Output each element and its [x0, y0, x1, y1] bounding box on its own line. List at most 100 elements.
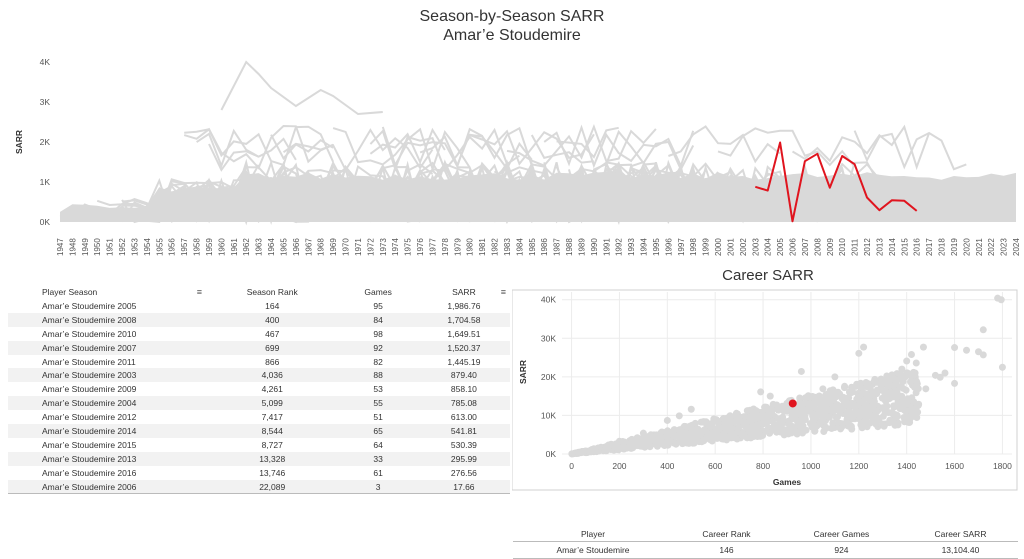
cell-player: Amar’e Stoudemire: [513, 541, 673, 559]
cell-career-games: 924: [779, 541, 903, 559]
x-tick-label: 1987: [553, 238, 562, 256]
scatter-point: [722, 419, 730, 427]
season-table-header: Player Season ≡ Season Rank Games SARR ≡: [8, 285, 510, 299]
scatter-point: [683, 424, 691, 432]
x-tick-label: 1999: [702, 238, 711, 256]
cell-games: 88: [338, 368, 418, 383]
table-row[interactable]: Amar’e Stoudemire 2016 13,746 61 276.56: [8, 466, 510, 480]
table-row[interactable]: Amar’e Stoudemire 2014 8,544 65 541.81: [8, 424, 510, 438]
x-tick-label: 1974: [391, 238, 400, 256]
table-row[interactable]: Amar’e Stoudemire 2003 4,036 88 879.40: [8, 368, 510, 383]
cell-sarr: 1,649.51: [447, 328, 481, 339]
table-row[interactable]: Amar’e Stoudemire 2012 7,417 51 613.00: [8, 410, 510, 424]
scatter-point: [743, 434, 751, 442]
background-series-line: [668, 125, 781, 164]
x-tick-label: 1964: [267, 238, 276, 256]
col-header-player[interactable]: Player: [513, 526, 673, 542]
x-tick-label: 1982: [491, 238, 500, 256]
cell-player-season: Amar’e Stoudemire 2006: [8, 479, 206, 495]
x-tick-label: 1985: [528, 238, 537, 256]
x-tick-label: 1973: [379, 238, 388, 256]
table-row[interactable]: Amar’e Stoudemire 2011 866 82 1,445.19: [8, 355, 510, 369]
x-tick-label: 1996: [664, 238, 673, 256]
x-tick-label: 400: [660, 461, 674, 471]
cell-games: 3: [338, 479, 418, 495]
scatter-point: [997, 296, 1005, 304]
x-tick-label: 200: [612, 461, 626, 471]
scatter-point: [893, 388, 901, 396]
x-tick-label: 1983: [503, 238, 512, 256]
x-tick-label: 0: [569, 461, 574, 471]
col-header-career-sarr[interactable]: Career SARR: [902, 526, 1018, 542]
scatter-point: [951, 379, 959, 387]
scatter-point: [766, 392, 774, 400]
x-tick-label: 1600: [945, 461, 964, 471]
cell-season-rank: 7,417: [261, 412, 283, 423]
background-series-line: [270, 134, 334, 161]
x-tick-label: 1947: [56, 238, 65, 256]
cell-player-season: Amar’e Stoudemire 2014: [8, 424, 206, 438]
x-tick-label: 2016: [913, 238, 922, 256]
x-tick-label: 1984: [515, 238, 524, 256]
table-row[interactable]: Amar’e Stoudemire 2015 8,727 64 530.39: [8, 438, 510, 452]
table-row[interactable]: Amar’e Stoudemire 2007 699 92 1,520.37: [8, 340, 510, 355]
table-row[interactable]: Amar’e Stoudemire 2013 13,328 33 295.99: [8, 451, 510, 466]
cell-player-season: Amar’e Stoudemire 2012: [42, 412, 137, 423]
scatter-point: [862, 390, 870, 398]
scatter-point: [879, 412, 887, 420]
table-row[interactable]: Amar’e Stoudemire 2010 467 98 1,649.51: [8, 327, 510, 341]
table-row[interactable]: Amar’e Stoudemire 2008 400 84 1,704.58: [8, 312, 510, 327]
background-series-line: [381, 126, 533, 169]
cell-games: 64: [373, 439, 383, 450]
col-header-career-rank[interactable]: Career Rank: [672, 526, 780, 542]
scatter-point: [862, 379, 870, 386]
scatter-point: [912, 404, 920, 412]
cell-sarr: 276.56: [450, 467, 477, 478]
scatter-point: [879, 404, 887, 412]
scatter-point: [941, 369, 949, 377]
scatter-point: [887, 374, 895, 382]
background-series-line: [369, 127, 446, 165]
scatter-point: [809, 393, 817, 400]
scatter-point: [775, 404, 783, 412]
scatter-point: [922, 385, 930, 393]
scatter-point: [714, 419, 722, 427]
x-tick-label: 2011: [851, 238, 860, 256]
x-tick-label: 2015: [900, 238, 909, 256]
col-header-season-rank[interactable]: Season Rank: [246, 287, 298, 297]
col-header-player-season[interactable]: Player Season ≡: [42, 287, 202, 297]
x-tick-label: 1952: [118, 238, 127, 256]
scatter-point: [910, 368, 918, 376]
scatter-points-group: [568, 294, 1006, 458]
scatter-point: [676, 427, 684, 435]
table-row[interactable]: Amar’e Stoudemire 146 924 13,104.40: [513, 541, 1018, 559]
x-tick-label: 2013: [875, 238, 884, 256]
x-tick-label: 2004: [764, 238, 773, 256]
x-tick-label: 2010: [838, 238, 847, 256]
scatter-point: [890, 419, 898, 427]
table-row[interactable]: Amar’e Stoudemire 2009 4,261 53 858.10: [8, 382, 510, 396]
sort-icon[interactable]: ≡: [500, 287, 506, 297]
x-tick-label: 1200: [849, 461, 868, 471]
cell-season-rank: 699: [206, 340, 339, 355]
scatter-point: [795, 427, 803, 435]
table-row[interactable]: Amar’e Stoudemire 2005 164 95 1,986.76: [8, 299, 510, 313]
x-tick-label: 1989: [577, 238, 586, 256]
background-series-line: [556, 126, 619, 159]
x-tick-label: 1979: [453, 238, 462, 256]
x-tick-label: 1998: [689, 238, 698, 256]
table-row[interactable]: Amar’e Stoudemire 2004 5,099 55 785.08: [8, 396, 510, 411]
col-header-games[interactable]: Games: [364, 287, 392, 297]
scatter-point: [801, 416, 809, 424]
cell-player-season: Amar’e Stoudemire 2003: [8, 368, 206, 383]
col-header-sarr[interactable]: SARR ≡: [452, 287, 506, 297]
scatter-point: [874, 414, 882, 422]
sort-icon[interactable]: ≡: [196, 287, 202, 297]
col-header-career-games[interactable]: Career Games: [779, 526, 903, 542]
scatter-point: [893, 413, 901, 421]
career-scatter-chart[interactable]: Career SARR 0 200 400 600 800 1000 1200 1400 1600…: [512, 262, 1024, 492]
cell-player-season: Amar’e Stoudemire 2010: [42, 328, 137, 339]
x-tick-label: 2009: [826, 238, 835, 256]
table-row[interactable]: Amar’e Stoudemire 2006 22,089 3 17.66: [8, 479, 510, 495]
